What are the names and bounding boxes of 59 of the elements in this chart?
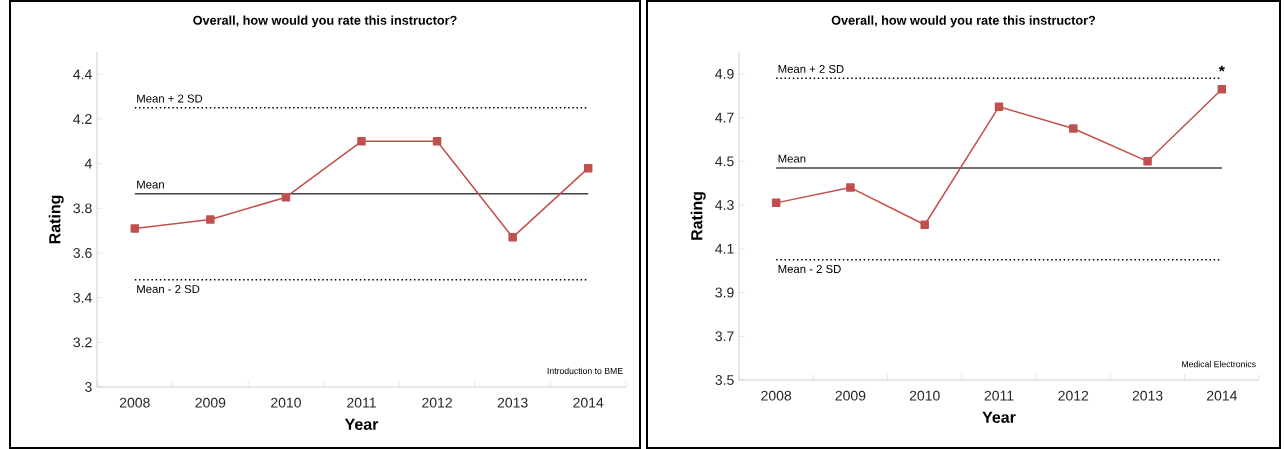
- y-tick-label: 4.5: [715, 156, 734, 167]
- point: [1143, 157, 1152, 166]
- chart-title: Overall, how would you rate this instructor?: [831, 15, 1096, 28]
- y-tick-label: 3: [85, 382, 92, 392]
- y-axis-title: Rating: [48, 195, 64, 244]
- y-tick-label: 4.2: [73, 114, 92, 124]
- ref-line-label: Mean: [778, 154, 806, 163]
- ref-line-label: Mean + 2 SD: [137, 94, 203, 103]
- point: [920, 220, 929, 229]
- point: [432, 137, 442, 146]
- y-tick-label: 4: [84, 158, 92, 169]
- x-tick-label: 2011: [984, 390, 1014, 401]
- y-tick-label: 4.4: [73, 69, 92, 80]
- y-tick-label: 3.2: [73, 337, 92, 348]
- y-axis-title: Rating: [690, 192, 706, 240]
- x-tick-label: 2010: [271, 397, 301, 408]
- point: [1217, 84, 1227, 94]
- y-tick-label: 3.4: [73, 292, 92, 303]
- x-tick-label: 2014: [1206, 390, 1237, 401]
- point: [994, 102, 1004, 111]
- ref-line-label: Mean - 2 SD: [137, 285, 200, 294]
- point: [846, 183, 855, 192]
- x-axis-title: Year: [344, 418, 379, 430]
- x-tick-label: 2010: [909, 390, 940, 401]
- ref-line-label: Mean - 2 SD: [778, 265, 841, 274]
- annotation: Introduction to BME: [547, 367, 623, 375]
- x-tick-label: 2012: [422, 397, 452, 408]
- ref-line-label: Mean + 2 SD: [778, 64, 844, 73]
- x-tick-label: 2009: [195, 397, 226, 408]
- y-tick-label: 3.5: [715, 375, 734, 385]
- y-tick-label: 4.9: [715, 68, 734, 79]
- point: [130, 224, 140, 233]
- x-tick-label: 2011: [347, 397, 376, 408]
- point: [771, 198, 781, 208]
- point: [583, 163, 593, 173]
- point: [508, 233, 517, 242]
- x-tick-label: 2008: [761, 390, 792, 401]
- y-tick-label: 3.8: [73, 203, 92, 214]
- x-tick-label: 2013: [497, 397, 528, 408]
- y-tick-label: 3.9: [715, 287, 734, 298]
- y-tick-label: 4.3: [715, 200, 734, 211]
- annotation: Medical Electronics: [1182, 360, 1256, 368]
- y-tick-label: 4.7: [715, 112, 734, 123]
- point: [206, 215, 215, 224]
- point: [1069, 124, 1078, 133]
- annotation: *: [1218, 65, 1225, 72]
- chart-title: Overall, how would you rate this instructor?: [193, 15, 457, 28]
- x-tick-label: 2012: [1058, 390, 1089, 401]
- ref-line-label: Mean: [137, 180, 164, 189]
- x-tick-label: 2008: [119, 397, 150, 408]
- y-tick-label: 3.7: [715, 331, 734, 342]
- x-tick-label: 2013: [1132, 390, 1163, 401]
- y-tick-label: 3.6: [73, 248, 92, 258]
- x-tick-label: 2009: [835, 390, 866, 401]
- x-tick-label: 2014: [573, 397, 604, 408]
- point: [281, 192, 291, 202]
- y-tick-label: 4.1: [715, 243, 734, 254]
- x-axis-title: Year: [982, 411, 1016, 423]
- point: [357, 137, 366, 146]
